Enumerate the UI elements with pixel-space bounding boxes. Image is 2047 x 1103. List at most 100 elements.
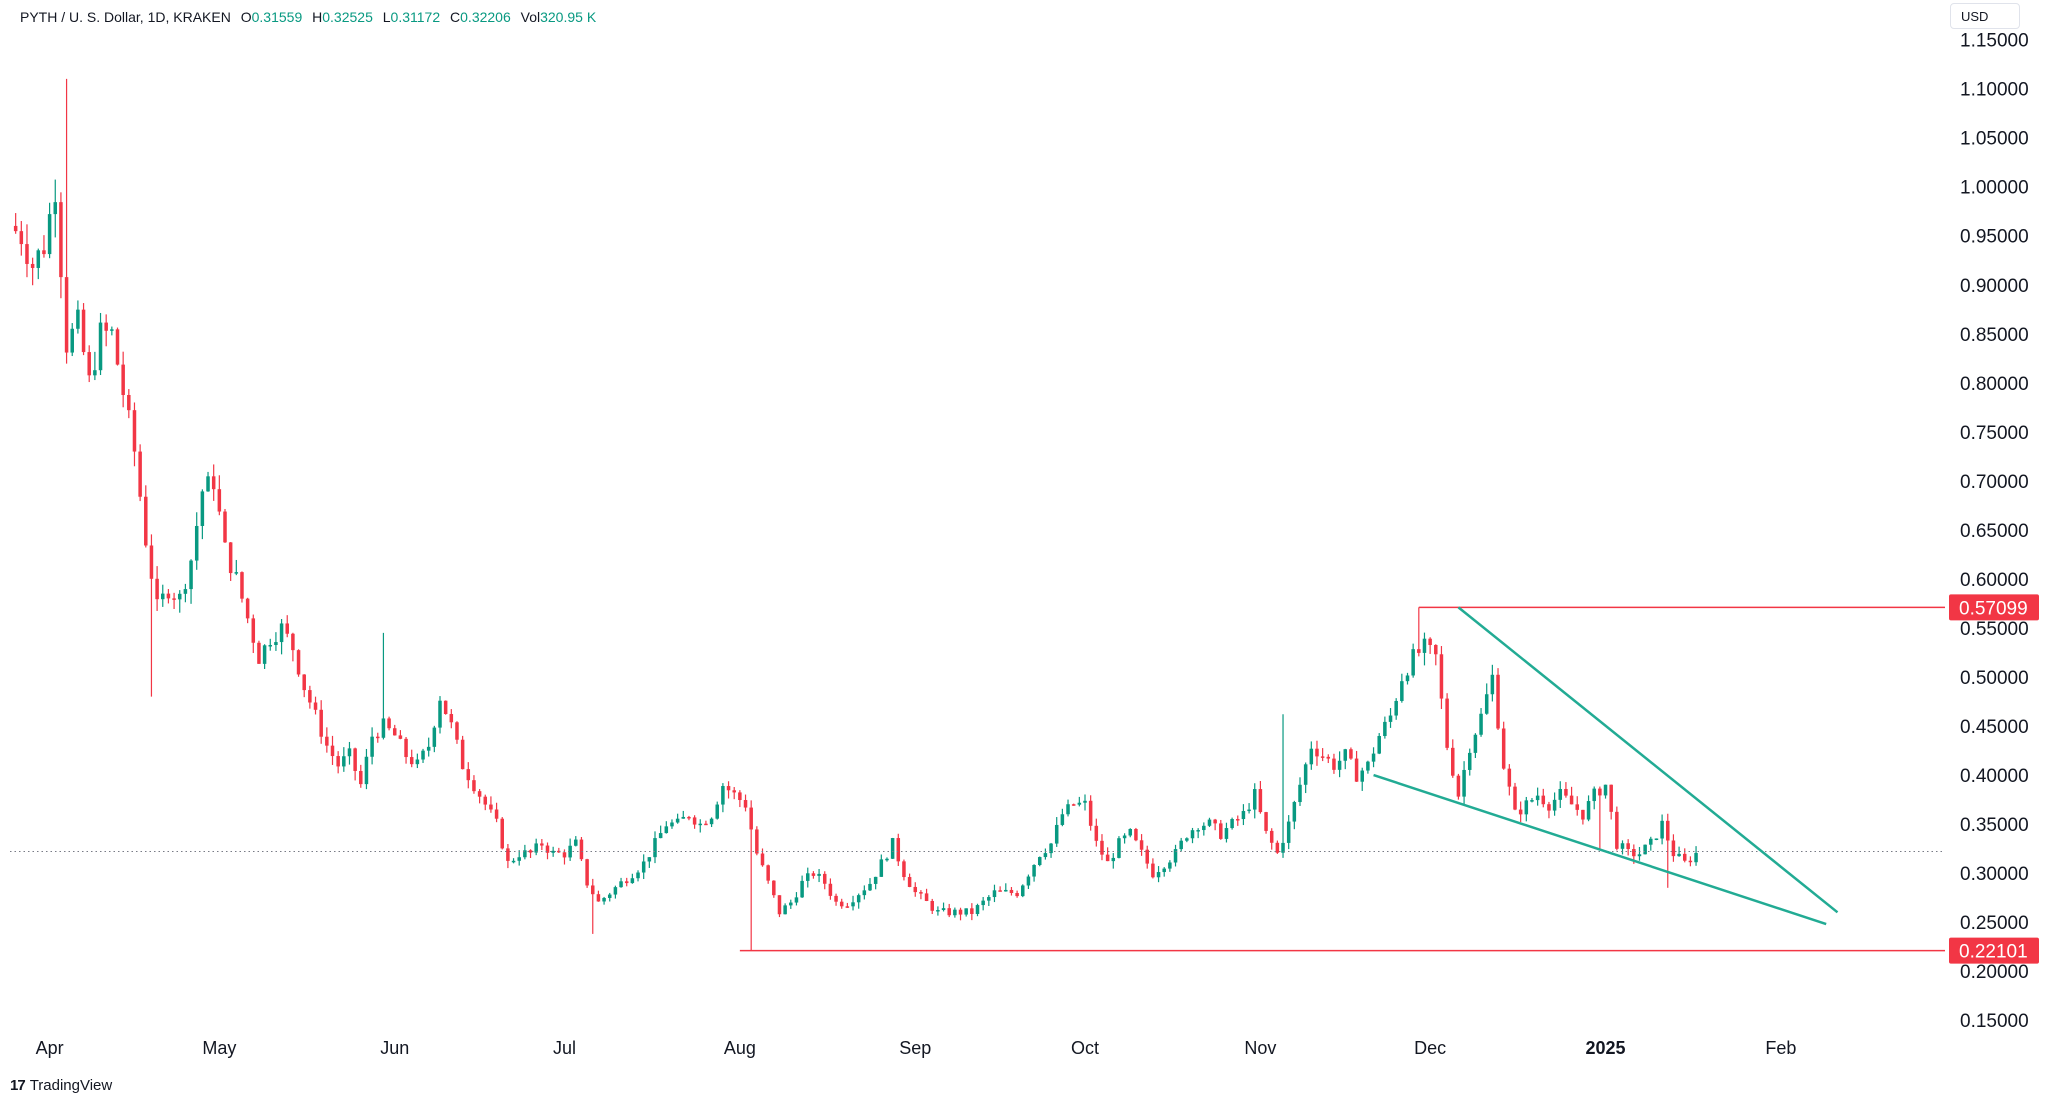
candle-body xyxy=(1275,842,1280,853)
candle-body xyxy=(1269,830,1274,843)
candle-body xyxy=(1428,638,1432,645)
candle-body xyxy=(517,857,521,861)
candle-body xyxy=(1518,809,1523,815)
candle-body xyxy=(36,250,41,268)
candle-body xyxy=(1462,769,1466,797)
price-tick-label: 0.85000 xyxy=(1960,325,2029,346)
candle-body xyxy=(1111,857,1116,862)
candle-body xyxy=(1303,764,1308,785)
candle-body xyxy=(545,845,550,853)
candle-body xyxy=(964,908,968,915)
candle-body xyxy=(879,859,884,877)
candle-body xyxy=(291,633,295,651)
tradingview-branding[interactable]: 17 TradingView xyxy=(10,1077,112,1094)
currency-button[interactable]: USD xyxy=(1950,3,2020,29)
candle-body xyxy=(647,857,652,862)
candle-body xyxy=(856,895,861,903)
candle-body xyxy=(907,877,912,887)
time-tick-label: Apr xyxy=(36,1038,64,1058)
candle-body xyxy=(1564,788,1568,796)
candle-body xyxy=(1456,775,1461,797)
candle-body xyxy=(534,843,538,853)
candle-body xyxy=(1592,788,1596,802)
candle-body xyxy=(319,709,323,737)
candle-body xyxy=(902,861,906,878)
candle-body xyxy=(811,873,816,876)
candle-body xyxy=(274,642,278,646)
candle-body xyxy=(1134,828,1138,841)
tradingview-brand: TradingView xyxy=(29,1077,113,1094)
candle-body xyxy=(873,876,878,884)
price-tick-label: 1.05000 xyxy=(1960,129,2029,150)
candle-body xyxy=(115,329,120,365)
candle-body xyxy=(1049,843,1053,854)
candle-body xyxy=(1615,811,1619,849)
low-label: L xyxy=(382,9,391,25)
candle-body xyxy=(1598,788,1602,796)
time-tick-label: Nov xyxy=(1244,1038,1276,1058)
candle-body xyxy=(1467,752,1472,770)
candle-body xyxy=(1207,819,1212,826)
candle-body xyxy=(1569,795,1574,805)
candle-body xyxy=(98,322,103,371)
volume-value: 320.95 K xyxy=(540,9,597,25)
price-level-label: 0.57099 xyxy=(1959,598,2028,619)
candle-body xyxy=(1609,784,1613,812)
time-tick-label: Jun xyxy=(380,1038,409,1058)
candle-body xyxy=(1286,821,1291,843)
candle-body xyxy=(1252,789,1257,810)
candle-body xyxy=(138,451,142,497)
candle-body xyxy=(336,756,340,767)
candle-body xyxy=(975,905,980,914)
candle-body xyxy=(1139,840,1144,850)
candle-body xyxy=(1394,700,1398,716)
candle-body xyxy=(1626,843,1630,850)
candle-body xyxy=(1371,753,1376,762)
candle-body xyxy=(494,809,499,819)
candle-body xyxy=(885,858,889,861)
candle-body xyxy=(1326,756,1331,759)
price-tick-label: 0.45000 xyxy=(1960,717,2029,738)
candle-body xyxy=(1507,768,1512,787)
candle-body xyxy=(1366,761,1370,771)
candle-body xyxy=(161,593,165,600)
candle-body xyxy=(1643,844,1647,855)
candle-body xyxy=(619,881,623,888)
candle-body xyxy=(1586,801,1591,820)
price-tick-label: 0.35000 xyxy=(1960,815,2029,836)
candle-body xyxy=(1173,849,1178,863)
candle-body xyxy=(1677,853,1681,857)
tradingview-logo-icon: 17 xyxy=(10,1077,26,1094)
candle-body xyxy=(70,328,74,353)
candle-body xyxy=(1337,760,1342,770)
candle-body xyxy=(1083,800,1087,803)
candle-body xyxy=(506,848,510,861)
candle-body xyxy=(890,838,895,859)
candle-body xyxy=(455,722,459,740)
candle-body xyxy=(800,880,804,898)
candle-body xyxy=(1202,825,1206,831)
candle-body xyxy=(1575,804,1579,810)
candle-body xyxy=(760,853,765,866)
time-tick-label: May xyxy=(202,1038,236,1058)
candle-body xyxy=(1671,840,1676,857)
candle-body xyxy=(664,826,669,834)
time-tick-label: Aug xyxy=(724,1038,756,1058)
candle-body xyxy=(1100,840,1104,855)
candle-body xyxy=(53,202,58,215)
close-value: 0.32206 xyxy=(460,9,511,25)
price-tick-label: 0.30000 xyxy=(1960,864,2029,885)
candle-body xyxy=(1649,838,1653,845)
price-level-badge xyxy=(1949,594,2039,621)
candle-body xyxy=(1145,849,1149,864)
candle-body xyxy=(228,542,233,574)
candle-body xyxy=(398,735,403,739)
candle-body xyxy=(772,880,776,896)
candle-body xyxy=(1247,809,1251,812)
candle-body xyxy=(755,829,759,854)
candle-body xyxy=(1388,715,1393,722)
candle-body xyxy=(1682,853,1687,861)
candle-body xyxy=(472,780,476,792)
candle-body xyxy=(523,850,527,858)
